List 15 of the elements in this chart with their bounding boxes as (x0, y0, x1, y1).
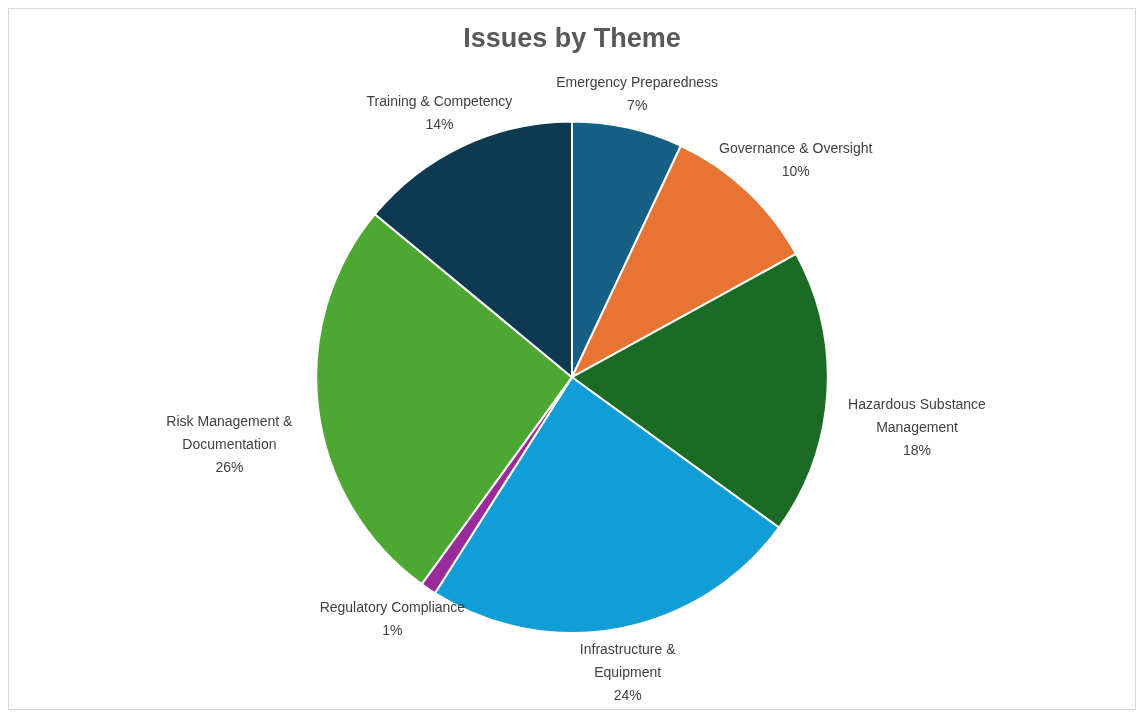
slice-label: Training & Competency (366, 93, 513, 110)
data-label: 7% (627, 97, 648, 114)
data-label: 18% (902, 442, 932, 459)
chart-title: Issues by Theme (463, 22, 681, 53)
data-label: 10% (781, 162, 810, 179)
slice-label: Infrastructure & Equipment (579, 640, 677, 680)
data-label: 14% (425, 116, 454, 133)
slice-label: Regulatory Compliance (319, 599, 466, 616)
data-label: 24% (613, 686, 642, 703)
slice-label: Emergency Preparedness (556, 74, 719, 91)
slice-label: Hazardous Substance Management (848, 396, 987, 436)
data-label: 26% (215, 458, 244, 475)
slice-label: Risk Management & Documentation (166, 412, 294, 452)
data-label: 1% (382, 622, 403, 639)
slice-label: Governance & Oversight (719, 139, 873, 156)
